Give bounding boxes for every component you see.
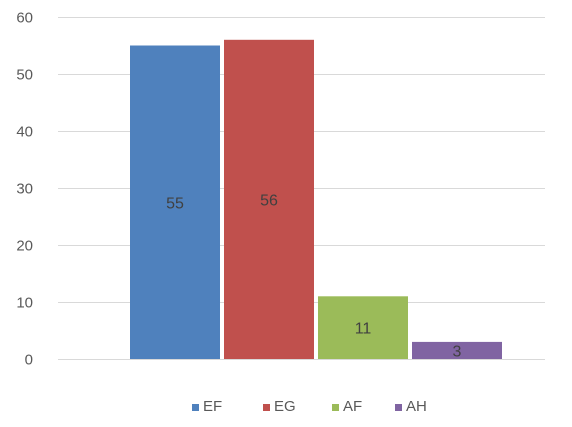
- y-tick-label: 50: [16, 67, 33, 84]
- legend-label-eg: EG: [274, 398, 296, 415]
- y-tick-label: 10: [16, 295, 33, 312]
- y-tick-label: 20: [16, 238, 33, 255]
- y-tick-label: 60: [16, 10, 33, 27]
- data-label-ah: 3: [453, 343, 462, 360]
- y-tick-label: 30: [16, 181, 33, 198]
- legend-swatch-ef: [192, 404, 199, 411]
- bar-af: [318, 296, 408, 359]
- legend-swatch-eg: [263, 404, 270, 411]
- legend-label-af: AF: [343, 398, 362, 415]
- bar-eg: [224, 39, 314, 360]
- y-tick-label: 0: [25, 352, 33, 369]
- y-tick-label: 40: [16, 124, 33, 141]
- bars: [130, 39, 502, 360]
- bar-ef: [130, 45, 220, 359]
- legend-label-ef: EF: [203, 398, 222, 415]
- bar-ah: [412, 341, 502, 359]
- data-label-eg: 56: [260, 192, 278, 209]
- data-label-ef: 55: [166, 195, 184, 212]
- data-labels: 55 56 11 3: [166, 192, 461, 360]
- data-label-af: 11: [355, 321, 372, 338]
- legend-swatch-ah: [395, 404, 402, 411]
- y-axis-tick-labels: 0 10 20 30 40 50 60: [16, 10, 33, 369]
- legend-swatch-af: [332, 404, 339, 411]
- legend: EF EG AF AH: [192, 398, 427, 415]
- legend-label-ah: AH: [406, 398, 427, 415]
